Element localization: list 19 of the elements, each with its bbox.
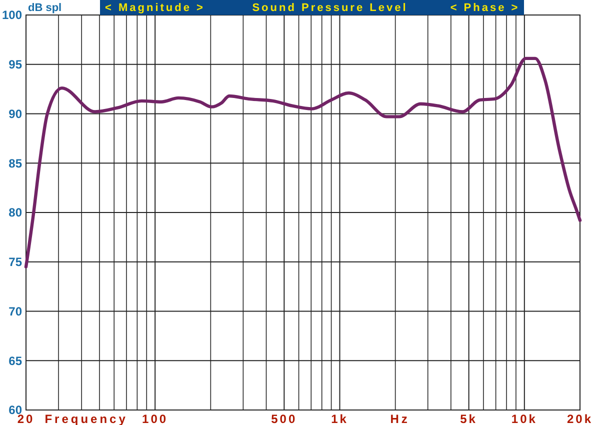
text: Hz xyxy=(390,412,410,425)
y-tick-label: 90 xyxy=(8,106,22,121)
x-tick-label: 5k xyxy=(460,412,478,425)
y-tick-label: 75 xyxy=(8,255,22,270)
y-tick-label: 85 xyxy=(8,156,22,170)
x-tick-label: 1k xyxy=(331,412,348,425)
y-tick-label: 65 xyxy=(8,354,22,368)
x-tick-label: 10k xyxy=(511,412,538,425)
x-tick-label: 100 xyxy=(142,412,168,425)
chart-title: Sound Pressure Level xyxy=(252,2,408,14)
x-tick-label: 20k xyxy=(566,412,594,425)
y-tick-label: 80 xyxy=(8,206,22,220)
text: < Phase > xyxy=(450,2,520,14)
y-tick-label: 100 xyxy=(2,8,22,22)
x-tick-label: 500 xyxy=(271,412,298,425)
y-axis-title: dB spl xyxy=(28,2,62,14)
text: < Magnitude > xyxy=(105,2,205,14)
y-tick-label: 70 xyxy=(8,304,22,318)
y-tick-label: 95 xyxy=(8,58,22,72)
